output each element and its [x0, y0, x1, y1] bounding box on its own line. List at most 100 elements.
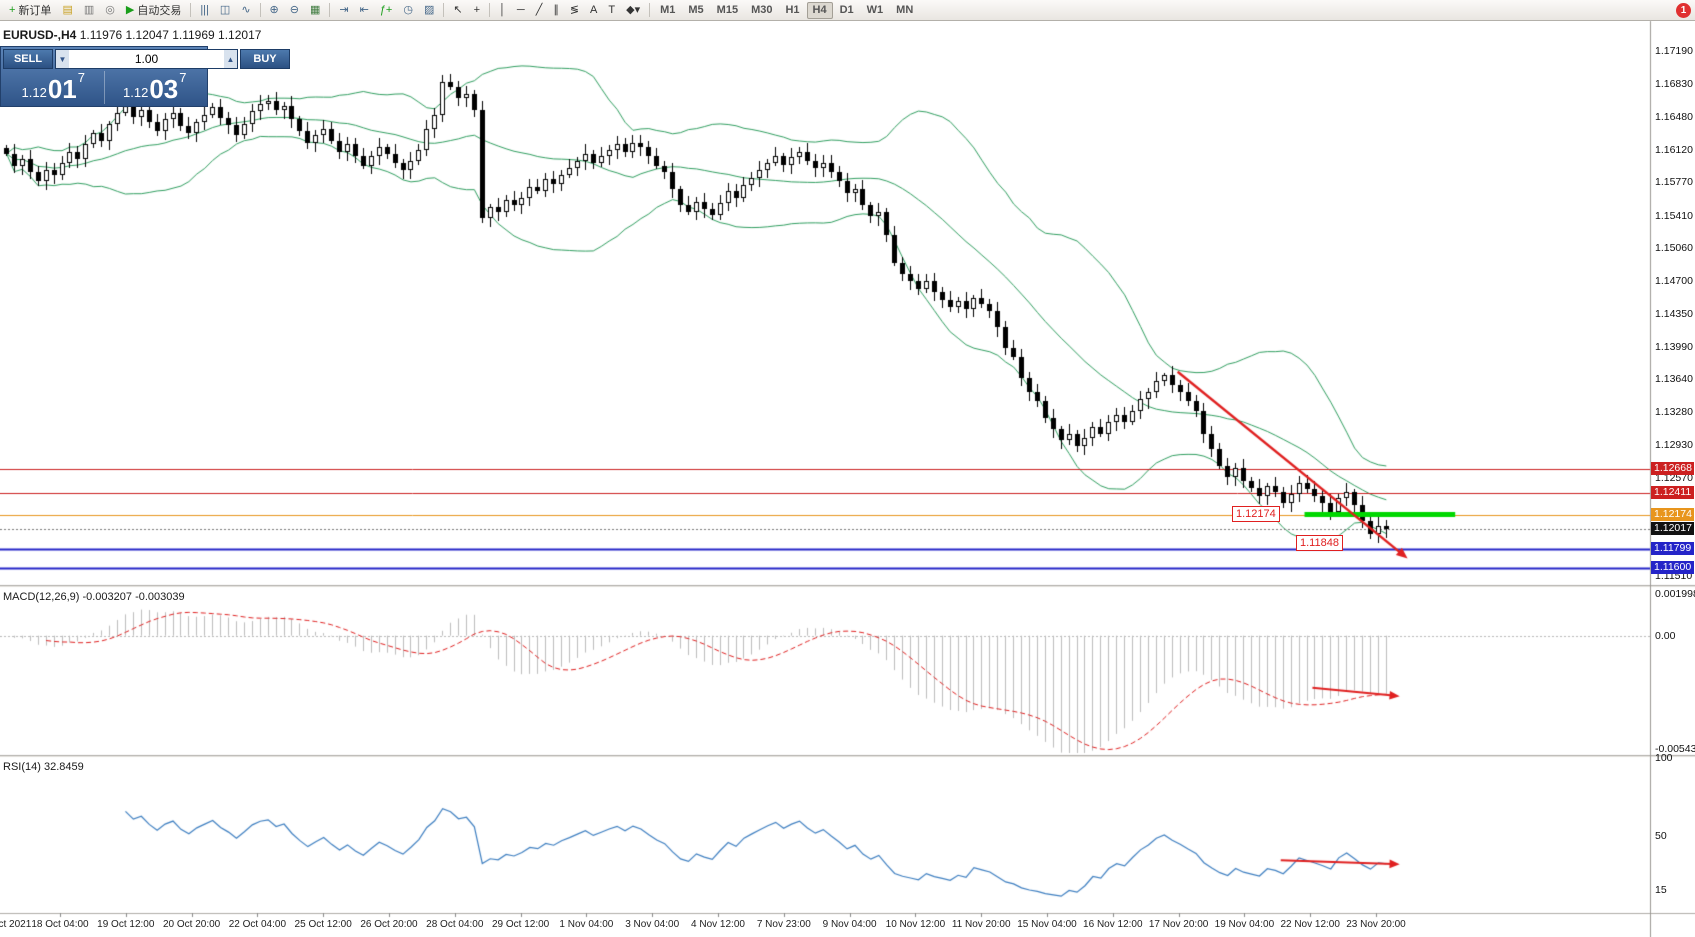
data-window-icon: ▥	[83, 3, 95, 16]
sell-price-base: 1.12	[21, 85, 47, 100]
price-line-badge: 1.12017	[1651, 522, 1694, 535]
toolbar-right: 1	[1676, 2, 1691, 18]
time-axis-label: 7 Nov 23:00	[756, 919, 811, 930]
periods-button[interactable]: ◷	[398, 2, 418, 19]
autotrading-button-label: 自动交易	[137, 5, 182, 17]
price-axis-label: 1.12930	[1655, 438, 1693, 451]
price-axis-label: 1.17190	[1655, 45, 1693, 57]
time-axis-label: 26 Oct 20:00	[360, 919, 418, 930]
vertical-line-button[interactable]: │	[494, 2, 511, 19]
candlestick-chart-button[interactable]: ◫	[215, 2, 235, 19]
zoom-in-button[interactable]: ⊕	[265, 2, 284, 19]
indicators-button[interactable]: ƒ+	[375, 2, 398, 19]
symbol-timeframe-label: EURUSD-,H4	[3, 28, 77, 42]
price-axis-label: 1.13280	[1655, 406, 1693, 419]
auto-scroll-icon: ⇥	[339, 3, 349, 16]
timeframe-m15[interactable]: M15	[711, 2, 744, 19]
chart-shift-button[interactable]: ⇤	[355, 2, 374, 19]
timeframe-mn[interactable]: MN	[890, 2, 919, 19]
timeframe-h4[interactable]: H4	[806, 1, 833, 19]
toolbar-separator	[190, 3, 192, 17]
new-order-button[interactable]: + 新订单	[4, 2, 56, 19]
trendline-button[interactable]: ╱	[531, 2, 548, 19]
buy-button[interactable]: BUY	[240, 49, 290, 69]
time-axis-label: 15 Nov 04:00	[1017, 919, 1077, 930]
auto-scroll-button[interactable]: ⇥	[334, 2, 353, 19]
price-axis-label: 1.14350	[1655, 307, 1693, 320]
market-watch-icon: ▤	[62, 3, 73, 16]
autotrading-button[interactable]: ▶ 自动交易	[121, 2, 186, 19]
crosshair-button[interactable]: +	[469, 2, 485, 19]
bar-chart-icon: |||	[200, 3, 209, 16]
time-axis-label: 10 Nov 12:00	[885, 919, 946, 930]
fibonacci-icon: ≶	[569, 3, 580, 16]
sell-button[interactable]: SELL	[3, 49, 53, 69]
toolbar-separator	[443, 3, 445, 17]
indicators-icon: ƒ+	[379, 3, 393, 16]
price-annotation-11848[interactable]: 1.11848	[1296, 535, 1343, 551]
zoom-in-icon: ⊕	[269, 3, 279, 16]
line-chart-icon: ∿	[241, 3, 251, 16]
cursor-button[interactable]: ↖	[448, 2, 467, 19]
chart-title: EURUSD-,H4 1.11976 1.12047 1.11969 1.120…	[3, 28, 261, 42]
time-axis-label: 4 Nov 12:00	[691, 919, 745, 930]
text-button[interactable]: A	[585, 2, 602, 19]
timeframe-m30[interactable]: M30	[745, 2, 778, 19]
timeframe-h1[interactable]: H1	[779, 2, 805, 19]
volume-input[interactable]	[69, 50, 224, 68]
navigator-button[interactable]: ◎	[100, 2, 120, 19]
zoom-out-icon: ⊖	[289, 3, 299, 16]
time-axis-label: 9 Nov 04:00	[822, 919, 877, 930]
price-axis-label: 1.12570	[1655, 472, 1693, 485]
time-axis-label: Oct 2021	[0, 919, 32, 930]
timeframe-m5-label: M5	[688, 4, 704, 16]
macd-axis-label: 0.00	[1655, 629, 1676, 642]
volume-decrease-button[interactable]: ▼	[56, 50, 69, 68]
horizontal-line-button[interactable]: ─	[512, 2, 530, 19]
buy-price[interactable]: 1.12 03 7	[105, 71, 206, 104]
shapes-button[interactable]: ◆▾	[621, 2, 645, 19]
text-label-button[interactable]: T	[603, 2, 620, 19]
toolbar-separator	[649, 3, 651, 17]
horizontal-line-icon: ─	[516, 3, 525, 16]
timeframe-w1[interactable]: W1	[861, 2, 890, 19]
tile-windows-button[interactable]: ▦	[305, 2, 325, 19]
timeframe-d1[interactable]: D1	[834, 2, 860, 19]
price-line-badge: 1.12411	[1651, 486, 1694, 499]
navigator-icon: ◎	[105, 3, 115, 16]
notification-badge[interactable]: 1	[1676, 2, 1691, 18]
buy-price-pips: 03	[149, 74, 179, 104]
time-axis-label: 19 Oct 12:00	[97, 919, 155, 930]
volume-increase-button[interactable]: ▲	[224, 50, 237, 68]
time-axis-label: 1 Nov 04:00	[559, 919, 614, 930]
price-axis-label: 1.16480	[1655, 110, 1693, 123]
templates-button[interactable]: ▨	[419, 2, 439, 19]
time-axis-label: 17 Nov 20:00	[1148, 919, 1209, 930]
line-chart-button[interactable]: ∿	[236, 2, 255, 19]
time-axis-label: 11 Nov 20:00	[951, 919, 1011, 930]
market-watch-button[interactable]: ▤	[57, 2, 77, 19]
price-line-badge: 1.12174	[1651, 508, 1694, 521]
bar-chart-button[interactable]: |||	[195, 2, 214, 19]
data-window-button[interactable]: ▥	[79, 2, 99, 19]
price-annotation-12174[interactable]: 1.12174	[1232, 506, 1280, 522]
price-line-badge: 1.12668	[1651, 462, 1694, 475]
price-axis-label: 1.15410	[1655, 209, 1693, 222]
price-axis-label: 1.13990	[1655, 340, 1693, 353]
zoom-out-button[interactable]: ⊖	[285, 2, 304, 19]
sell-price-pips: 01	[47, 74, 77, 104]
timeframe-m15-label: M15	[716, 4, 739, 16]
new-order-button-label: 新订单	[18, 5, 52, 17]
ohlc-values: 1.11976 1.12047 1.11969 1.12017	[79, 28, 262, 42]
fibonacci-button[interactable]: ≶	[565, 2, 584, 19]
timeframe-m1[interactable]: M1	[654, 2, 681, 19]
sell-price[interactable]: 1.12 01 7	[3, 71, 105, 104]
vertical-line-icon: │	[499, 3, 506, 16]
toolbar: + 新订单 ▤ ▥ ◎ ▶ 自动交易 ||| ◫ ∿ ⊕ ⊖ ▦ ⇥ ⇤ ƒ+ ◷ ▨ ↖ + │ ─ ╱ ∥ ≶ A T ◆▾ M1 M…	[0, 0, 1695, 21]
trade-panel-controls: SELL ▼ ▲ BUY	[3, 49, 290, 69]
timeframe-m5[interactable]: M5	[682, 2, 709, 19]
equidistant-channel-button[interactable]: ∥	[548, 2, 564, 19]
crosshair-icon: +	[473, 3, 481, 16]
